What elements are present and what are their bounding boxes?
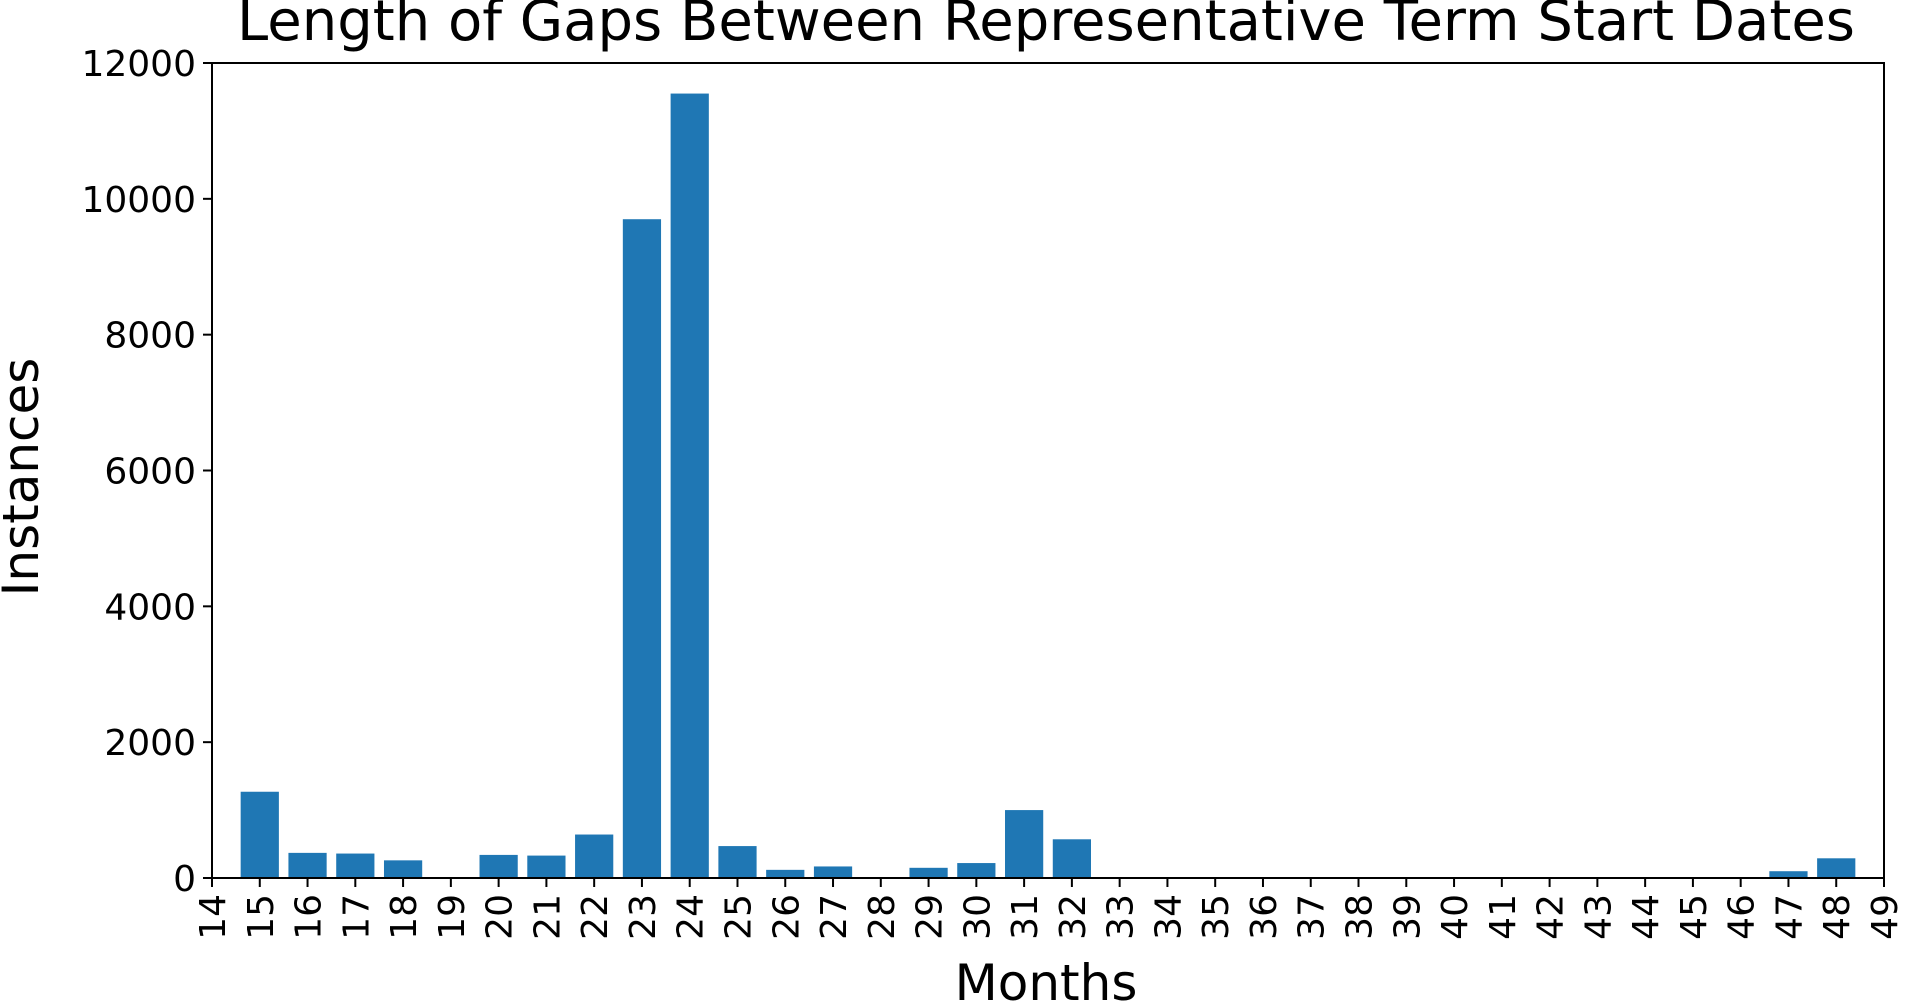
x-tick-label: 36 <box>1244 894 1285 940</box>
y-tick-label: 0 <box>173 859 196 900</box>
y-tick-label: 10000 <box>81 180 196 221</box>
x-tick-label: 26 <box>766 894 807 940</box>
bar-24 <box>670 93 709 878</box>
y-axis: 0 2000 4000 6000 8000 10000 12000 <box>81 44 212 900</box>
bar-20 <box>479 854 518 878</box>
bar-18 <box>383 860 423 878</box>
bar-30 <box>957 863 996 878</box>
x-tick-label: 34 <box>1148 894 1189 940</box>
bar-16 <box>288 852 327 878</box>
x-tick-label: 41 <box>1483 894 1524 940</box>
x-tick-label: 47 <box>1769 894 1810 940</box>
plot-frame <box>211 62 1885 879</box>
bar-47 <box>1769 871 1808 878</box>
x-tick-label: 21 <box>527 894 568 940</box>
y-tick-label: 12000 <box>81 44 196 85</box>
x-tick-label: 15 <box>241 894 282 940</box>
x-tick-label: 43 <box>1578 894 1619 940</box>
x-tick-label: 39 <box>1387 894 1428 940</box>
y-tick-label: 4000 <box>104 587 196 628</box>
bar-17 <box>336 853 375 878</box>
x-tick-label: 16 <box>289 894 330 940</box>
x-tick-label: 19 <box>432 894 473 940</box>
bar-21 <box>527 855 566 878</box>
x-tick-label: 25 <box>718 894 759 940</box>
bar-27 <box>813 866 853 878</box>
x-tick-label: 27 <box>814 894 855 940</box>
x-tick-label: 48 <box>1817 894 1858 940</box>
x-tick-label: 35 <box>1196 894 1237 940</box>
x-tick-label: 14 <box>193 894 234 940</box>
x-tick-label: 24 <box>671 894 712 940</box>
bar-31 <box>1005 810 1044 878</box>
x-tick-label: 38 <box>1340 894 1381 940</box>
x-axis: 14 15 16 17 18 19 20 21 22 23 24 25 26 27 28 29 30 31 32 33… <box>193 878 1906 940</box>
bar-26 <box>766 869 805 878</box>
bar-32 <box>1052 839 1091 878</box>
x-tick-label: 28 <box>862 894 903 940</box>
y-axis-label: Instances <box>0 358 50 597</box>
bar-23 <box>622 219 662 878</box>
x-tick-label: 45 <box>1674 894 1715 940</box>
x-tick-label: 29 <box>910 894 951 940</box>
x-tick-label: 46 <box>1722 894 1763 940</box>
x-tick-label: 32 <box>1053 894 1094 940</box>
x-tick-label: 23 <box>623 894 664 940</box>
x-tick-label: 33 <box>1101 894 1142 940</box>
x-tick-label: 17 <box>336 894 377 940</box>
bars-group <box>240 93 1856 878</box>
x-tick-label: 22 <box>575 894 616 940</box>
x-axis-label: Months <box>955 954 1138 1006</box>
x-tick-label: 18 <box>384 894 425 940</box>
x-tick-label: 44 <box>1626 894 1667 940</box>
y-tick-label: 8000 <box>104 316 196 357</box>
x-tick-label: 31 <box>1005 894 1046 940</box>
y-tick-label: 6000 <box>104 452 196 493</box>
bar-48 <box>1817 858 1856 878</box>
x-tick-label: 40 <box>1435 894 1476 940</box>
x-tick-label: 49 <box>1865 894 1906 940</box>
x-tick-label: 30 <box>957 894 998 940</box>
x-tick-label: 42 <box>1531 894 1572 940</box>
bar-25 <box>718 846 757 878</box>
chart-title: Length of Gaps Between Representative Te… <box>237 0 1855 54</box>
x-tick-label: 20 <box>480 894 521 940</box>
bar-15 <box>240 791 279 878</box>
bar-29 <box>909 867 948 878</box>
y-tick-label: 2000 <box>104 723 196 764</box>
x-tick-label: 37 <box>1292 894 1333 940</box>
bar-22 <box>575 834 614 878</box>
